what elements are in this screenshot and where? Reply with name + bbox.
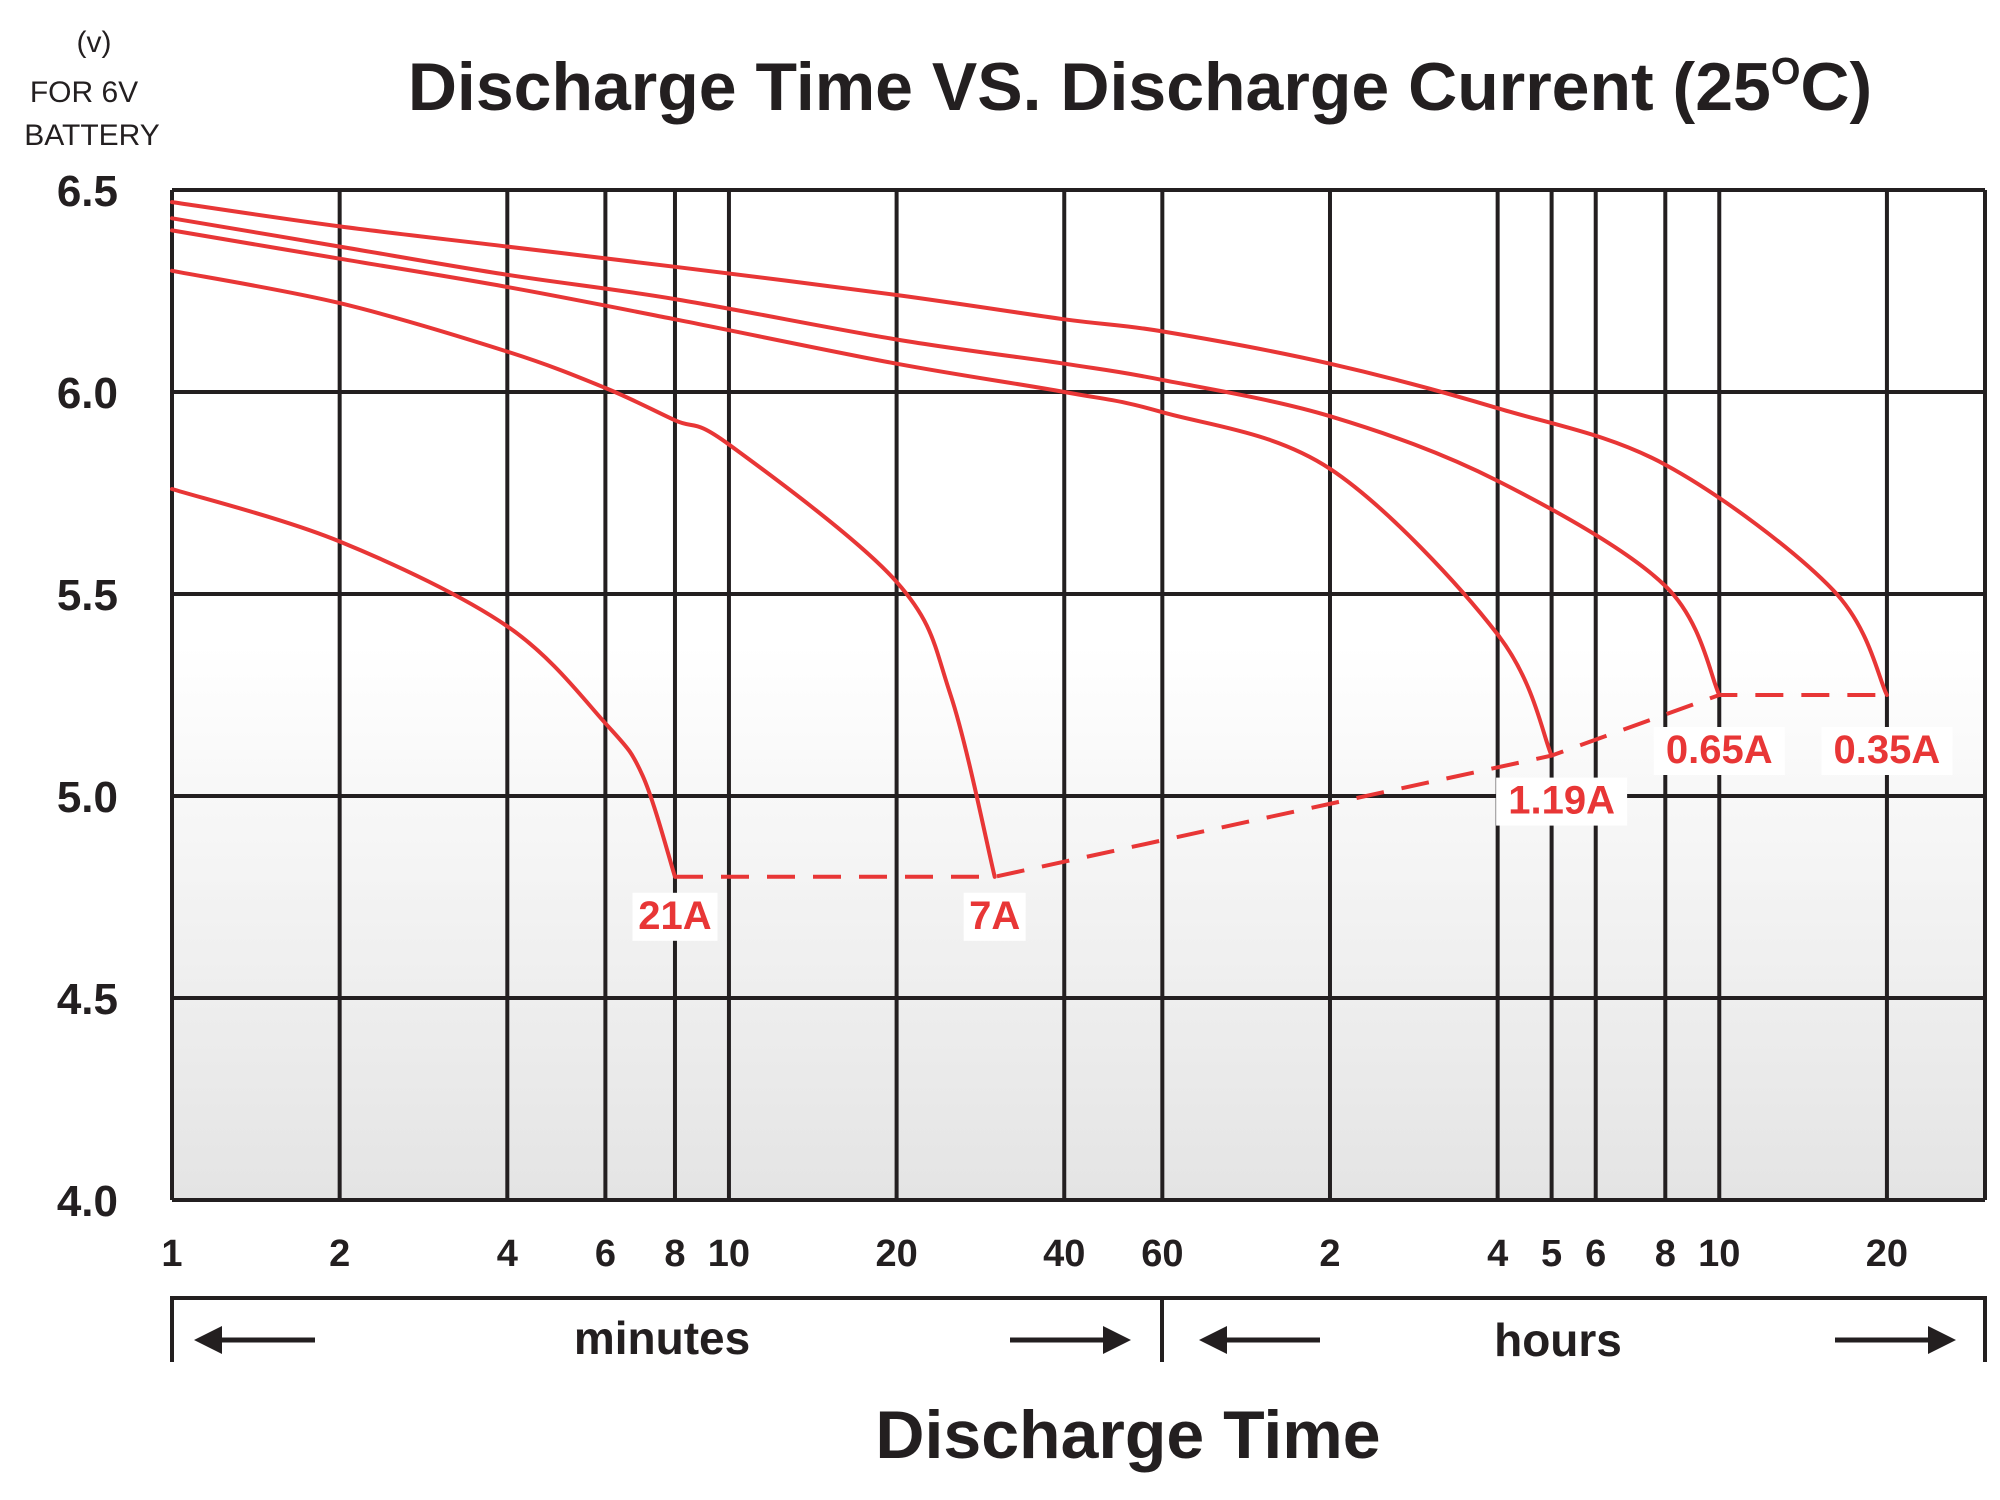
y-tick-label: 5.0 (57, 773, 118, 822)
cutoff-line (675, 693, 1887, 879)
series-label: 7A (969, 894, 1020, 938)
series-line (170, 487, 677, 879)
y-tick-label: 6.0 (57, 369, 118, 418)
chart-title-degree: O (1771, 51, 1801, 93)
x-tick-label: 5 (1541, 1233, 1562, 1275)
x-tick-label: 6 (595, 1233, 616, 1275)
y-tick-label: 4.0 (57, 1177, 118, 1226)
x-axis-ticks: 1 2 4 6 8 10 20 40 60 2 4 5 6 8 10 20 (161, 1233, 1908, 1275)
x-tick-label: 20 (875, 1233, 917, 1275)
cutoff-dashed-line (675, 693, 1887, 879)
x-tick-label: 10 (708, 1233, 750, 1275)
x-tick-label: 8 (1655, 1233, 1676, 1275)
series-label-bg (1821, 727, 1953, 775)
y-tick-label: 5.5 (57, 571, 118, 620)
y-unit-line-3: BATTERY (24, 119, 160, 152)
hours-arrows (1199, 1326, 1956, 1354)
chart-title-end: C) (1800, 49, 1872, 125)
y-axis-ticks: 4.0 4.5 5.0 5.5 6.0 6.5 (57, 167, 118, 1226)
time-unit-bracket (170, 1296, 1987, 1362)
y-unit-line-1: (v) (77, 26, 112, 59)
series-label: 21A (638, 894, 711, 938)
chart-title: Discharge Time VS. Discharge Current (25… (408, 49, 1872, 125)
series-label: 0.65A (1666, 728, 1773, 772)
x-tick-label: 1 (161, 1233, 182, 1275)
plot-area (172, 190, 1985, 1200)
series-lines (170, 200, 1889, 879)
x-tick-label: 10 (1698, 1233, 1740, 1275)
series-label-bg (1496, 777, 1628, 826)
series-line (170, 268, 997, 879)
series-line (170, 216, 1722, 697)
x-tick-label: 6 (1585, 1233, 1606, 1275)
series-line (170, 228, 1554, 758)
grid (170, 188, 1987, 1202)
chart-title-main: Discharge Time VS. Discharge Current (25 (408, 49, 1771, 125)
hours-segment-label: hours (1494, 1314, 1622, 1366)
x-tick-label: 2 (329, 1233, 350, 1275)
x-tick-label: 4 (1487, 1233, 1508, 1275)
series-label: 0.35A (1834, 728, 1941, 772)
series-label: 1.19A (1508, 779, 1615, 823)
x-tick-label: 60 (1141, 1233, 1183, 1275)
minutes-segment-label: minutes (574, 1312, 750, 1364)
series-label-bg (632, 892, 718, 941)
x-tick-label: 8 (664, 1233, 685, 1275)
series-labels: 21A 7A 1.19A 0.65A 0.35A (632, 727, 1953, 941)
minutes-arrows (194, 1326, 1131, 1354)
x-tick-label: 4 (497, 1233, 518, 1275)
y-unit-line-2: FOR 6V (30, 76, 138, 109)
series-label-bg (1653, 727, 1785, 775)
series-label-bg (963, 892, 1026, 941)
y-tick-label: 6.5 (57, 167, 118, 216)
y-tick-label: 4.5 (57, 975, 118, 1024)
x-tick-label: 40 (1043, 1233, 1085, 1275)
series-line (170, 200, 1889, 697)
x-tick-label: 2 (1319, 1233, 1340, 1275)
x-tick-label: 20 (1866, 1233, 1908, 1275)
x-axis-title: Discharge Time (875, 1397, 1380, 1473)
